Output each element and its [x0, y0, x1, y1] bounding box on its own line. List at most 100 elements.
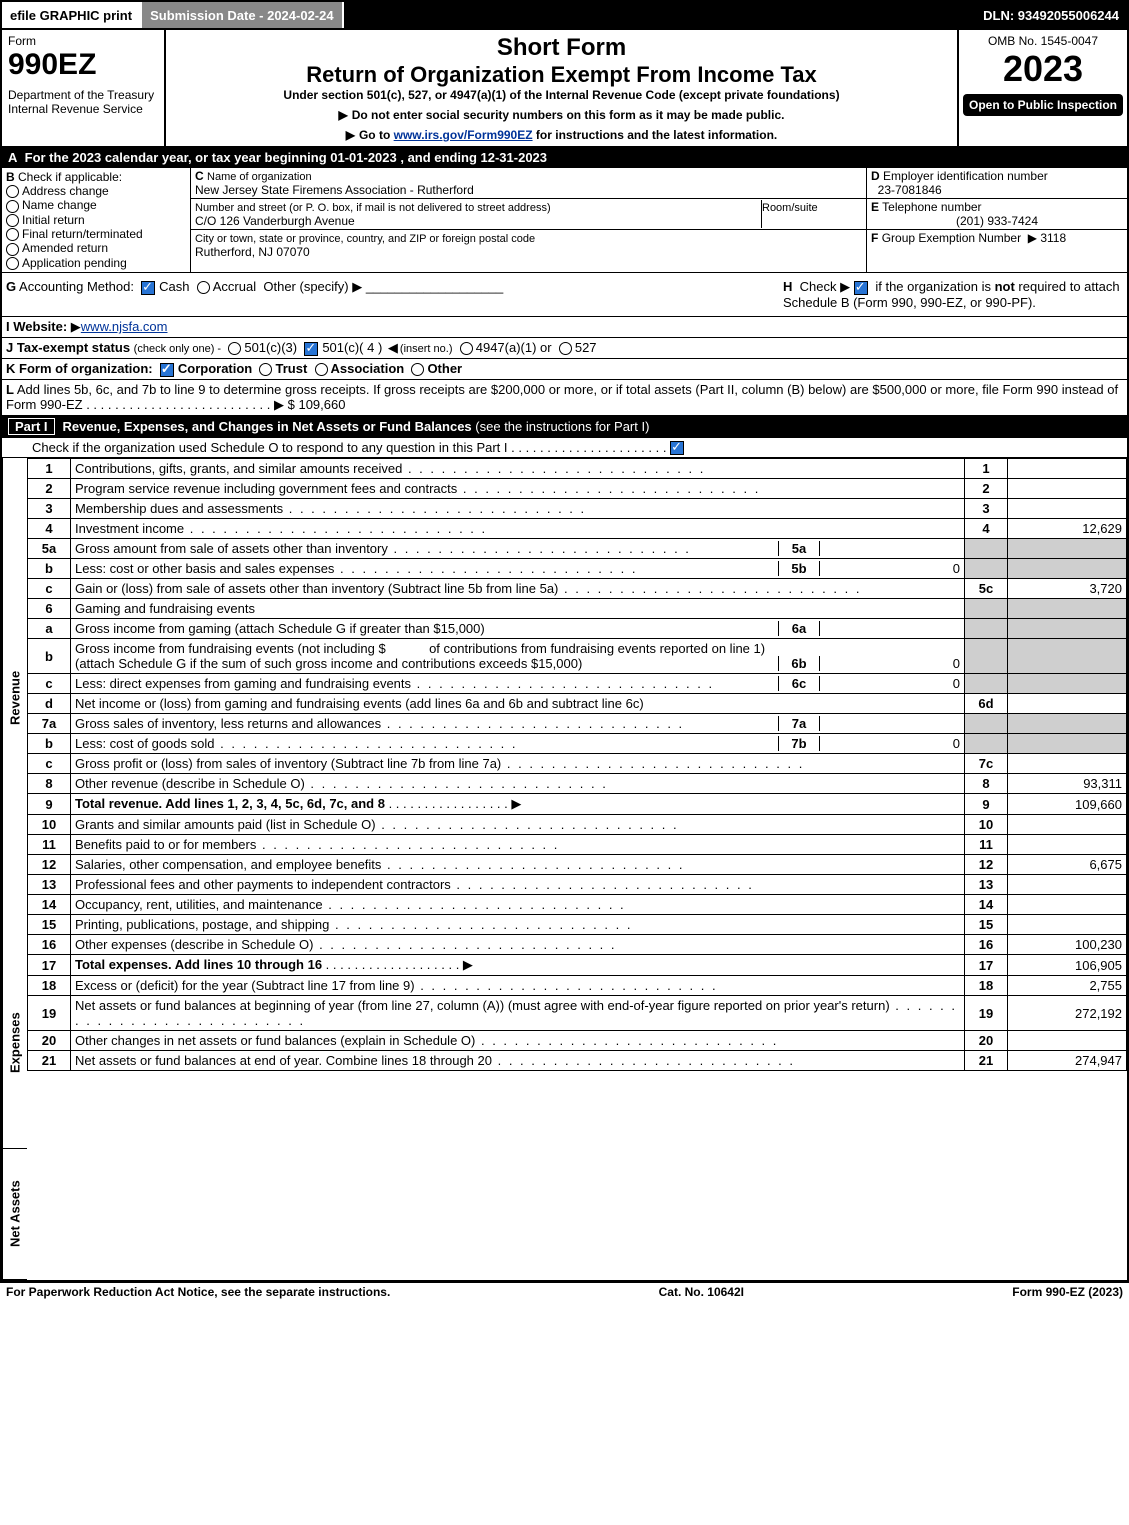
irs-link[interactable]: www.irs.gov/Form990EZ — [394, 128, 533, 142]
addr-change-radio[interactable] — [6, 185, 19, 198]
ssn-note: Do not enter social security numbers on … — [172, 108, 951, 122]
L-text: Add lines 5b, 6c, and 7b to line 9 to de… — [6, 382, 1118, 412]
527-radio[interactable] — [559, 342, 572, 355]
phone: (201) 933-7424 — [871, 214, 1123, 228]
4947-radio[interactable] — [460, 342, 473, 355]
street-label: Number and street (or P. O. box, if mail… — [195, 202, 551, 214]
amended-radio[interactable] — [6, 243, 19, 256]
A-text: For the 2023 calendar year, or tax year … — [25, 150, 547, 165]
line-6c: cLess: direct expenses from gaming and f… — [28, 674, 1127, 694]
line-5a: 5aGross amount from sale of assets other… — [28, 539, 1127, 559]
I-label: Website: — [13, 319, 67, 334]
final-return-radio[interactable] — [6, 228, 19, 241]
J-row: J Tax-exempt status (check only one) - 5… — [0, 338, 1129, 359]
name-change-radio[interactable] — [6, 200, 19, 213]
rot-expenses: Expenses — [2, 938, 27, 1149]
line-6: 6Gaming and fundraising events — [28, 599, 1127, 619]
corp-check[interactable] — [160, 363, 174, 377]
goto-note: Go to www.irs.gov/Form990EZ for instruct… — [172, 128, 951, 142]
k-o2: Trust — [275, 361, 307, 376]
header-right: OMB No. 1545-0047 2023 Open to Public In… — [959, 30, 1127, 146]
irs: Internal Revenue Service — [8, 102, 158, 116]
opt-name: Name change — [22, 198, 97, 212]
trust-radio[interactable] — [259, 363, 272, 376]
accrual: Accrual — [213, 279, 256, 294]
j-o1: 501(c)(3) — [244, 340, 297, 355]
block-BCDEF: B Check if applicable: Address change Na… — [0, 168, 1129, 273]
header-left: Form 990EZ Department of the Treasury In… — [2, 30, 166, 146]
L-row: L Add lines 5b, 6c, and 7b to line 9 to … — [0, 380, 1129, 416]
line-13: 13Professional fees and other payments t… — [28, 875, 1127, 895]
initial-return-radio[interactable] — [6, 214, 19, 227]
k-o1: Corporation — [178, 361, 252, 376]
line-7b: bLess: cost of goods sold7b0 — [28, 734, 1127, 754]
footer-mid: Cat. No. 10642I — [659, 1285, 744, 1299]
section-A: A For the 2023 calendar year, or tax yea… — [0, 148, 1129, 168]
L-val: $ 109,660 — [288, 397, 346, 412]
line-6b: bGross income from fundraising events (n… — [28, 639, 1127, 674]
H-row: H Check ▶ if the organization is not req… — [783, 279, 1123, 310]
K-label: Form of organization: — [19, 361, 153, 376]
footer-left: For Paperwork Reduction Act Notice, see … — [6, 1285, 390, 1299]
line-5c: cGain or (loss) from sale of assets othe… — [28, 579, 1127, 599]
city-label: City or town, state or province, country… — [195, 233, 535, 245]
501c4-check[interactable] — [304, 342, 318, 356]
return-title: Return of Organization Exempt From Incom… — [172, 62, 951, 88]
top-bar: efile GRAPHIC print Submission Date - 20… — [0, 0, 1129, 30]
line-15: 15Printing, publications, postage, and s… — [28, 915, 1127, 935]
lines-block: Revenue Expenses Net Assets 1Contributio… — [0, 458, 1129, 1282]
H-not: not — [995, 279, 1015, 294]
line-4: 4Investment income412,629 — [28, 519, 1127, 539]
J-label: Tax-exempt status — [17, 340, 130, 355]
line-9: 9Total revenue. Add lines 1, 2, 3, 4, 5c… — [28, 794, 1127, 815]
k-o3: Association — [331, 361, 405, 376]
open-public: Open to Public Inspection — [963, 94, 1123, 116]
line-6d: dNet income or (loss) from gaming and fu… — [28, 694, 1127, 714]
B-col: B Check if applicable: Address change Na… — [2, 168, 191, 272]
short-form: Short Form — [172, 34, 951, 62]
dept: Department of the Treasury — [8, 88, 158, 102]
block-GH: G Accounting Method: Cash Accrual Other … — [0, 273, 1129, 317]
line-20: 20Other changes in net assets or fund ba… — [28, 1031, 1127, 1051]
pending-radio[interactable] — [6, 257, 19, 270]
cash-check[interactable] — [141, 281, 155, 295]
G-row: G Accounting Method: Cash Accrual Other … — [6, 279, 783, 310]
E-label: Telephone number — [882, 200, 981, 214]
dln: DLN: 93492055006244 — [975, 2, 1127, 28]
opt-amended: Amended return — [22, 241, 108, 255]
form-header: Form 990EZ Department of the Treasury In… — [0, 30, 1129, 148]
opt-pending: Application pending — [22, 256, 127, 270]
line-10: 10Grants and similar amounts paid (list … — [28, 815, 1127, 835]
opt-initial: Initial return — [22, 213, 85, 227]
partI-header: Part I Revenue, Expenses, and Changes in… — [0, 416, 1129, 438]
line-16: 16Other expenses (describe in Schedule O… — [28, 935, 1127, 955]
omb: OMB No. 1545-0047 — [963, 34, 1123, 48]
ein: 23-7081846 — [878, 183, 942, 197]
opt-address: Address change — [22, 184, 109, 198]
assoc-radio[interactable] — [315, 363, 328, 376]
501c3-radio[interactable] — [228, 342, 241, 355]
group-exempt: 3118 — [1040, 231, 1066, 245]
cash: Cash — [159, 279, 189, 294]
partI-check: Check if the organization used Schedule … — [0, 438, 1129, 459]
line-7a: 7aGross sales of inventory, less returns… — [28, 714, 1127, 734]
j-o4: 527 — [575, 340, 597, 355]
accrual-radio[interactable] — [197, 281, 210, 294]
line-8: 8Other revenue (describe in Schedule O)8… — [28, 774, 1127, 794]
C-name-label: Name of organization — [207, 171, 312, 183]
I-row: I Website: ▶www.njsfa.com — [0, 317, 1129, 338]
H-checkbox[interactable] — [854, 281, 868, 295]
website-link[interactable]: www.njsfa.com — [81, 319, 168, 334]
DEF-col: D Employer identification number 23-7081… — [866, 168, 1127, 272]
partI-checkbox[interactable] — [670, 441, 684, 455]
form-word: Form — [8, 34, 158, 48]
line-1: 1Contributions, gifts, grants, and simil… — [28, 459, 1127, 479]
efile-label[interactable]: efile GRAPHIC print — [2, 2, 142, 28]
room-label: Room/suite — [762, 202, 818, 214]
B-label: Check if applicable: — [18, 170, 122, 184]
j-o2: 501(c)( 4 ) — [322, 340, 382, 355]
other-radio[interactable] — [411, 363, 424, 376]
page-footer: For Paperwork Reduction Act Notice, see … — [0, 1282, 1129, 1301]
other-specify: Other (specify) — [263, 279, 348, 294]
goto-pre: Go to — [359, 128, 394, 142]
